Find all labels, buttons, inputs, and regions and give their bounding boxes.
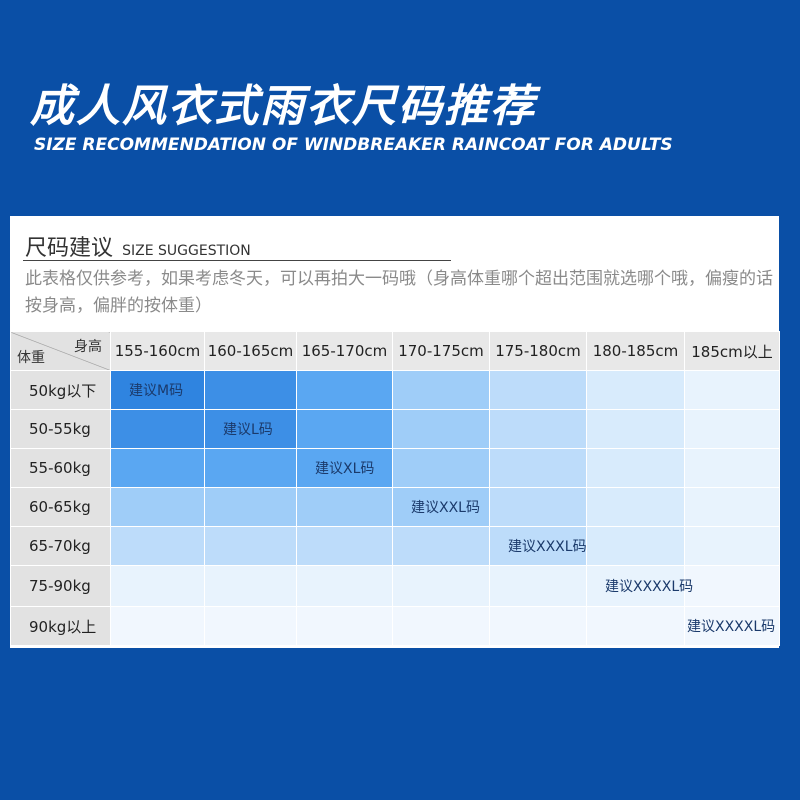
table-row: 50-55kg 建议L码: [10, 409, 780, 449]
card-heading-en: SIZE SUGGESTION: [122, 243, 251, 259]
weight-header: 55-60kg: [10, 448, 111, 488]
table-cell: [392, 370, 490, 410]
size-card: 尺码建议 SIZE SUGGESTION 此表格仅供参考，如果考虑冬天，可以再拍…: [10, 216, 780, 648]
page-title: 成人风衣式雨衣尺码推荐: [30, 81, 536, 132]
heading-divider: [23, 260, 451, 261]
table-row: 50kg以下 建议M码: [10, 370, 780, 410]
table-cell: [110, 409, 205, 449]
table-row: 90kg以上 建议XXXXL码: [10, 606, 780, 646]
table-cell: [296, 565, 393, 607]
weight-header: 75-90kg: [10, 565, 111, 607]
table-corner: 身高 体重: [10, 331, 111, 371]
table-cell: [684, 370, 780, 410]
table-cell: [110, 565, 205, 607]
recommendation-cell: 建议XL码: [296, 448, 393, 488]
recommendation-cell: 建议XXXXL码: [586, 565, 693, 607]
table-cell: [392, 606, 490, 646]
table-cell: [684, 487, 780, 527]
table-cell: [392, 409, 490, 449]
table-cell: [204, 370, 297, 410]
table-cell: [110, 606, 205, 646]
table-cell: [296, 487, 393, 527]
table-row: 65-70kg 建议XXXL码: [10, 526, 780, 566]
recommendation-cell: 建议M码: [110, 370, 205, 410]
table-cell: [296, 606, 393, 646]
corner-weight-label: 体重: [17, 350, 45, 366]
height-header: 170-175cm: [392, 331, 490, 371]
height-header: 165-170cm: [296, 331, 393, 371]
table-cell: [296, 526, 393, 566]
corner-height-label: 身高: [74, 339, 102, 355]
weight-header: 50kg以下: [10, 370, 111, 410]
table-cell: [489, 487, 587, 527]
table-cell: [586, 526, 685, 566]
height-header: 175-180cm: [489, 331, 587, 371]
recommendation-cell: 建议L码: [204, 409, 297, 449]
card-heading: 尺码建议 SIZE SUGGESTION: [25, 230, 251, 262]
table-cell: [204, 448, 297, 488]
height-header: 180-185cm: [586, 331, 685, 371]
table-cell: [204, 487, 297, 527]
weight-header: 60-65kg: [10, 487, 111, 527]
table-cell: [296, 409, 393, 449]
table-cell: [489, 448, 587, 488]
weight-header: 90kg以上: [10, 606, 111, 646]
size-note: 此表格仅供参考，如果考虑冬天，可以再拍大一码哦（身高体重哪个超出范围就选哪个哦，…: [25, 269, 773, 316]
table-cell: [489, 606, 587, 646]
table-cell: [392, 565, 490, 607]
table-cell: [684, 448, 780, 488]
table-cell: [684, 409, 780, 449]
table-row: 60-65kg 建议XXL码: [10, 487, 780, 527]
table-cell: [586, 448, 685, 488]
table-cell: [204, 565, 297, 607]
table-cell: [110, 487, 205, 527]
table-cell: [489, 565, 587, 607]
table-cell: [586, 606, 685, 646]
table-cell: [586, 370, 685, 410]
table-cell: [684, 526, 780, 566]
table-cell: [684, 565, 780, 607]
table-cell: [489, 409, 587, 449]
table-cell: [110, 448, 205, 488]
recommendation-cell: 建议XXXXL码: [684, 606, 780, 646]
table-cell: [296, 370, 393, 410]
table-cell: [586, 487, 685, 527]
weight-header: 65-70kg: [10, 526, 111, 566]
table-cell: [204, 606, 297, 646]
recommendation-cell: 建议XXXL码: [489, 526, 587, 566]
card-heading-zh: 尺码建议: [25, 236, 114, 261]
weight-header: 50-55kg: [10, 409, 111, 449]
table-cell: [392, 526, 490, 566]
table-row: 75-90kg 建议XXXXL码: [10, 565, 780, 607]
table-cell: [586, 409, 685, 449]
size-table: 身高 体重 155-160cm 160-165cm 165-170cm 170-…: [10, 331, 780, 646]
table-cell: [489, 370, 587, 410]
recommendation-cell: 建议XXL码: [392, 487, 490, 527]
table-cell: [110, 526, 205, 566]
page-subtitle: SIZE RECOMMENDATION OF WINDBREAKER RAINC…: [34, 135, 673, 155]
height-header: 160-165cm: [204, 331, 297, 371]
height-header: 185cm以上: [684, 331, 780, 371]
table-header-row: 身高 体重 155-160cm 160-165cm 165-170cm 170-…: [10, 331, 780, 371]
table-cell: [392, 448, 490, 488]
table-row: 55-60kg 建议XL码: [10, 448, 780, 488]
height-header: 155-160cm: [110, 331, 205, 371]
table-cell: [204, 526, 297, 566]
